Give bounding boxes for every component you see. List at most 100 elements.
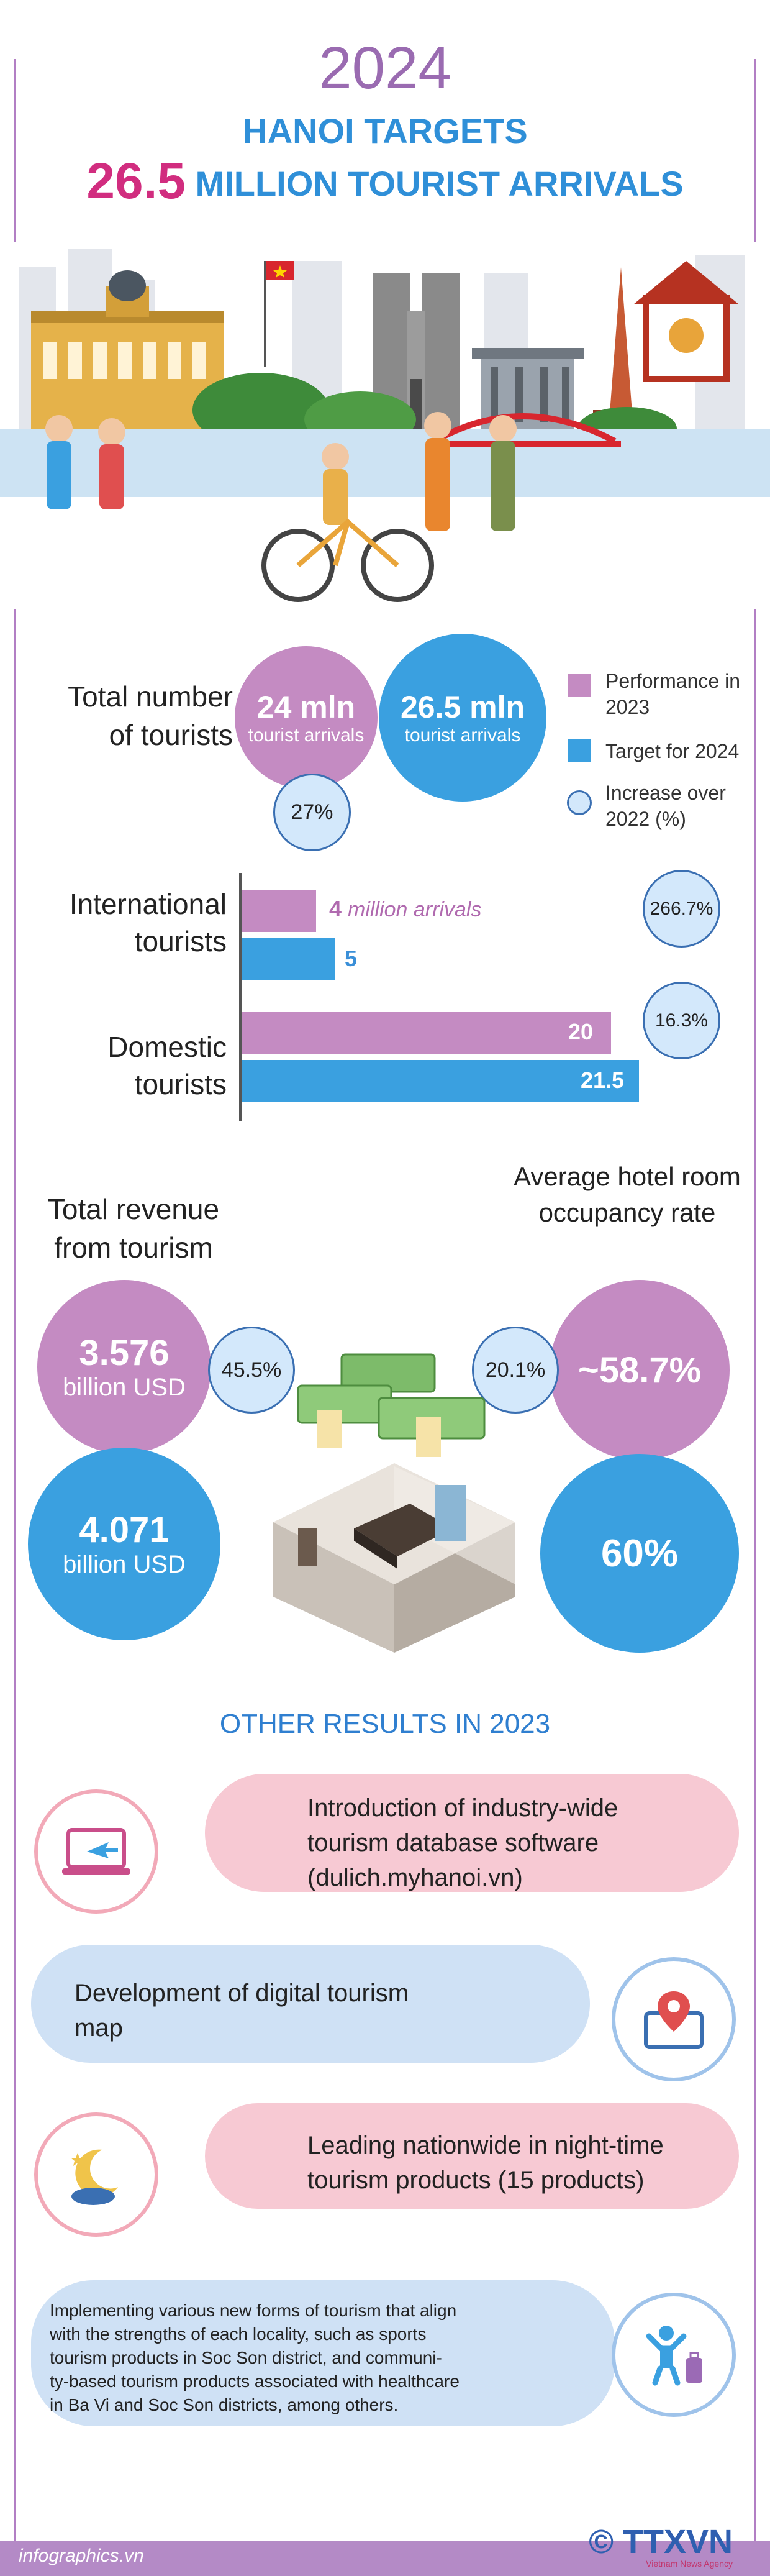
domestic-performance-value: 20 xyxy=(568,1019,594,1044)
result-item-4-line2: with the strengths of each locality, suc… xyxy=(50,2324,427,2344)
domestic-increase-circle: 16.3% xyxy=(643,982,720,1059)
total-target-circle: 26.5 mln tourist arrivals xyxy=(379,634,546,802)
total-label-line1: Total number xyxy=(68,680,233,713)
legend-performance-swatch xyxy=(568,674,591,697)
legend-increase-swatch xyxy=(567,790,592,815)
bar-international-target xyxy=(242,938,335,980)
result-item-1-line1: Introduction of industry-wide xyxy=(307,1794,618,1822)
result-item-2-icon-circle xyxy=(612,1957,736,2081)
revenue-performance-unit: billion USD xyxy=(63,1374,186,1401)
tourists-illustration xyxy=(45,412,517,602)
international-performance-label: 4 million arrivals xyxy=(329,896,481,922)
result-item-1-pill xyxy=(205,1774,739,1892)
domestic-label: Domestic tourists xyxy=(25,1028,227,1103)
moon-night-icon xyxy=(71,2149,118,2205)
domestic-label-line2: tourists xyxy=(134,1068,227,1100)
result-item-3-icon-circle xyxy=(34,2112,158,2237)
revenue-increase-circle: 45.5% xyxy=(208,1327,295,1414)
revenue-target-value: 4.071 xyxy=(79,1510,170,1550)
result-item-4-line1: Implementing various new forms of touris… xyxy=(50,2301,457,2320)
legend-performance-label: Performance in 2023 xyxy=(605,670,740,718)
money-stack-icon xyxy=(297,1353,486,1457)
map-pin-icon xyxy=(644,1991,704,2049)
result-item-2-text: Development of digital tourism map xyxy=(75,1976,509,2045)
result-item-4-icon-circle xyxy=(612,2293,736,2417)
other-results-title: OTHER RESULTS IN 2023 xyxy=(219,1709,551,1739)
opera-house-icon xyxy=(31,270,224,429)
revenue-label: Total revenue from tourism xyxy=(34,1190,233,1267)
title-line2: 26.5 MILLION TOURIST ARRIVALS xyxy=(0,152,770,211)
result-item-1-icon-circle xyxy=(34,1789,158,1914)
result-item-3-line1: Leading nationwide in night-time xyxy=(307,2132,664,2159)
temple-gate-icon xyxy=(633,261,739,382)
occupancy-label-line1: Average hotel room xyxy=(514,1162,741,1191)
total-performance-unit: tourist arrivals xyxy=(248,725,365,746)
total-target-value: 26.5 mln xyxy=(400,690,525,724)
bar-domestic-performance xyxy=(242,1012,611,1054)
result-item-4-pill xyxy=(31,2280,615,2426)
international-increase-circle: 266.7% xyxy=(643,870,720,948)
result-item-3-line2: tourism products (15 products) xyxy=(307,2167,645,2194)
revenue-label-line1: Total revenue xyxy=(47,1193,220,1225)
domestic-increase-value: 16.3% xyxy=(654,1010,709,1031)
laptop-travel-icon xyxy=(62,1828,130,1875)
occupancy-label-line2: occupancy rate xyxy=(538,1198,716,1227)
hotel-room-icon xyxy=(273,1463,515,1653)
result-item-3-pill xyxy=(205,2103,739,2209)
occupancy-increase-value: 20.1% xyxy=(485,1358,546,1382)
occupancy-performance-circle: ~58.7% xyxy=(550,1280,730,1460)
footer-brand-logo: © TTXVN xyxy=(589,2523,733,2560)
result-item-1-line3: (dulich.myhanoi.vn) xyxy=(307,1864,523,1891)
result-item-1-text: Introduction of industry-wide tourism da… xyxy=(307,1791,730,1895)
international-performance-value: 4 xyxy=(329,896,342,921)
international-label-line2: tourists xyxy=(134,925,227,957)
result-item-1-line2: tourism database software xyxy=(307,1829,599,1857)
occupancy-performance-value: ~58.7% xyxy=(578,1350,702,1391)
happy-traveler-icon xyxy=(646,2326,702,2386)
frame-left-line xyxy=(14,59,16,2544)
international-increase-value: 266.7% xyxy=(650,898,713,919)
result-item-4-line3: tourism products in Soc Son district, an… xyxy=(50,2348,442,2367)
legend-target-label: Target for 2024 xyxy=(605,740,740,762)
international-label-line1: International xyxy=(69,888,227,920)
footer-bar xyxy=(0,2541,770,2576)
total-increase-value: 27% xyxy=(291,800,333,824)
result-item-4-line4: ty-based tourism products associated wit… xyxy=(50,2372,460,2391)
footer-brand-sub: Vietnam News Agency xyxy=(646,2559,733,2569)
bar-international-performance xyxy=(242,890,316,932)
title-line1: HANOI TARGETS xyxy=(242,111,528,150)
domestic-label-line1: Domestic xyxy=(107,1031,227,1063)
footer-site[interactable]: infographics.vn xyxy=(19,2546,144,2566)
international-performance-unit: million arrivals xyxy=(348,898,482,921)
revenue-label-line2: from tourism xyxy=(54,1231,213,1264)
result-item-2-line1: Development of digital tourism xyxy=(75,1980,409,2007)
total-target-unit: tourist arrivals xyxy=(404,725,521,746)
revenue-increase-value: 45.5% xyxy=(221,1358,282,1382)
legend-increase-label: Increase over 2022 (%) xyxy=(605,782,726,830)
occupancy-increase-circle: 20.1% xyxy=(472,1327,559,1414)
revenue-target-unit: billion USD xyxy=(63,1551,186,1578)
domestic-target-value: 21.5 xyxy=(581,1067,625,1093)
total-performance-value: 24 mln xyxy=(256,690,356,724)
international-label: International tourists xyxy=(25,885,227,960)
total-label-line2: of tourists xyxy=(109,719,233,751)
hanoi-landmarks-illustration xyxy=(0,242,770,609)
year-heading: 2024 xyxy=(319,35,451,101)
total-increase-circle: 27% xyxy=(273,774,351,851)
revenue-performance-value: 3.576 xyxy=(79,1333,170,1373)
result-item-4-text: Implementing various new forms of touris… xyxy=(50,2299,584,2417)
result-item-2-pill xyxy=(31,1945,590,2063)
occupancy-label: Average hotel room occupancy rate xyxy=(503,1159,751,1231)
occupancy-target-value: 60% xyxy=(600,1532,679,1575)
result-item-2-line2: map xyxy=(75,2014,123,2042)
revenue-performance-circle: 3.576 billion USD xyxy=(37,1280,211,1454)
legend-target-swatch xyxy=(568,739,591,762)
bar-domestic-target xyxy=(242,1060,639,1102)
result-item-3-text: Leading nationwide in night-time tourism… xyxy=(307,2128,730,2198)
revenue-target-circle: 4.071 billion USD xyxy=(28,1448,220,1640)
money-hotel-room-illustration xyxy=(273,1353,515,1653)
result-item-4-line5: in Ba Vi and Soc Son districts, among ot… xyxy=(50,2395,399,2414)
bar-chart-axis xyxy=(239,873,242,1121)
title-rest: MILLION TOURIST ARRIVALS xyxy=(195,164,684,203)
